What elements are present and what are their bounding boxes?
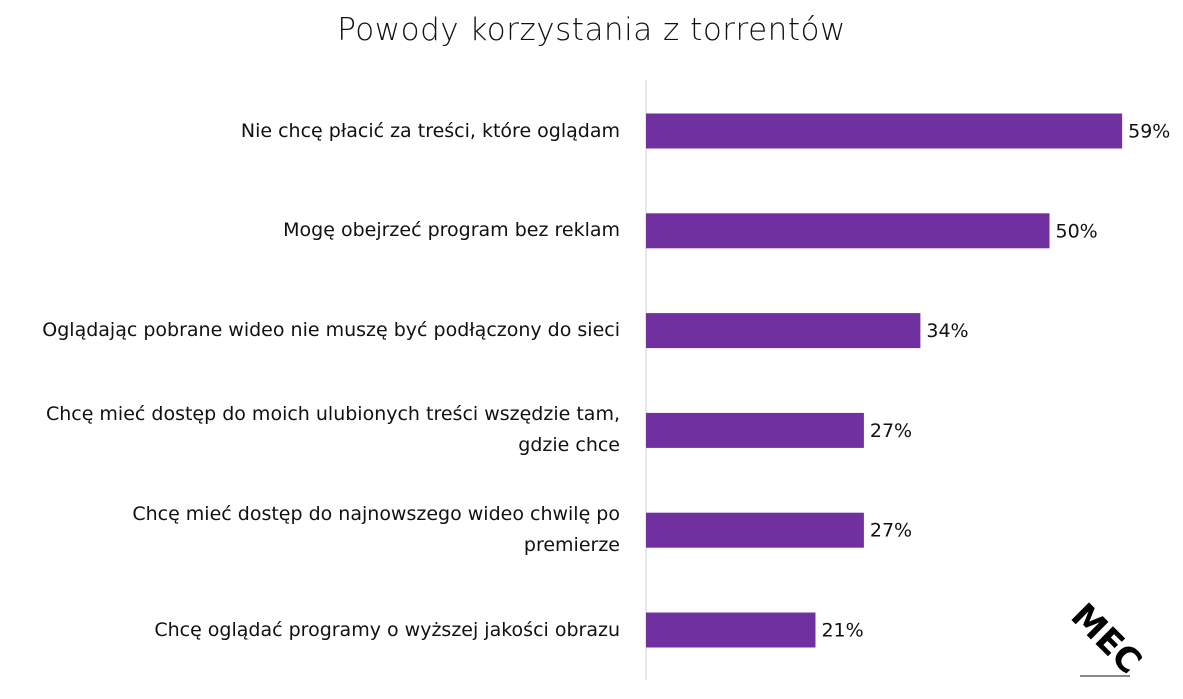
category-text: Oglądając pobrane wideo nie muszę być po… — [42, 319, 620, 342]
category-label: Chcę oglądać programy o wyższej jakości … — [20, 590, 620, 670]
category-text: Chcę mieć dostęp do moich ulubionych tre… — [45, 403, 620, 457]
category-label: Nie chcę płacić za treści, które oglądam — [20, 91, 620, 171]
value-label: 27% — [870, 520, 912, 542]
category-text: Chcę mieć dostęp do najnowszego wideo ch… — [132, 503, 620, 557]
category-label: Chcę mieć dostęp do najnowszego wideo ch… — [20, 490, 620, 570]
value-label: 21% — [821, 620, 863, 642]
logo: MEC — [1063, 596, 1149, 682]
value-label: 34% — [926, 320, 968, 342]
category-label: Oglądając pobrane wideo nie muszę być po… — [20, 291, 620, 371]
bar — [646, 412, 864, 448]
bar — [646, 113, 1123, 149]
bar — [646, 612, 816, 648]
bar — [646, 512, 864, 548]
category-text: Mogę obejrzeć program bez reklam — [283, 219, 620, 242]
category-text: Chcę oglądać programy o wyższej jakości … — [154, 618, 620, 641]
category-label: Chcę mieć dostęp do moich ulubionych tre… — [20, 390, 620, 470]
bar — [646, 313, 921, 349]
category-label: Mogę obejrzeć program bez reklam — [20, 191, 620, 271]
value-label: 59% — [1128, 121, 1170, 143]
value-label: 27% — [870, 420, 912, 442]
bar — [646, 213, 1050, 249]
category-text: Nie chcę płacić za treści, które oglądam — [240, 119, 620, 142]
value-label: 50% — [1056, 220, 1098, 242]
chart-title: Powody korzystania z torrentów — [337, 12, 846, 48]
